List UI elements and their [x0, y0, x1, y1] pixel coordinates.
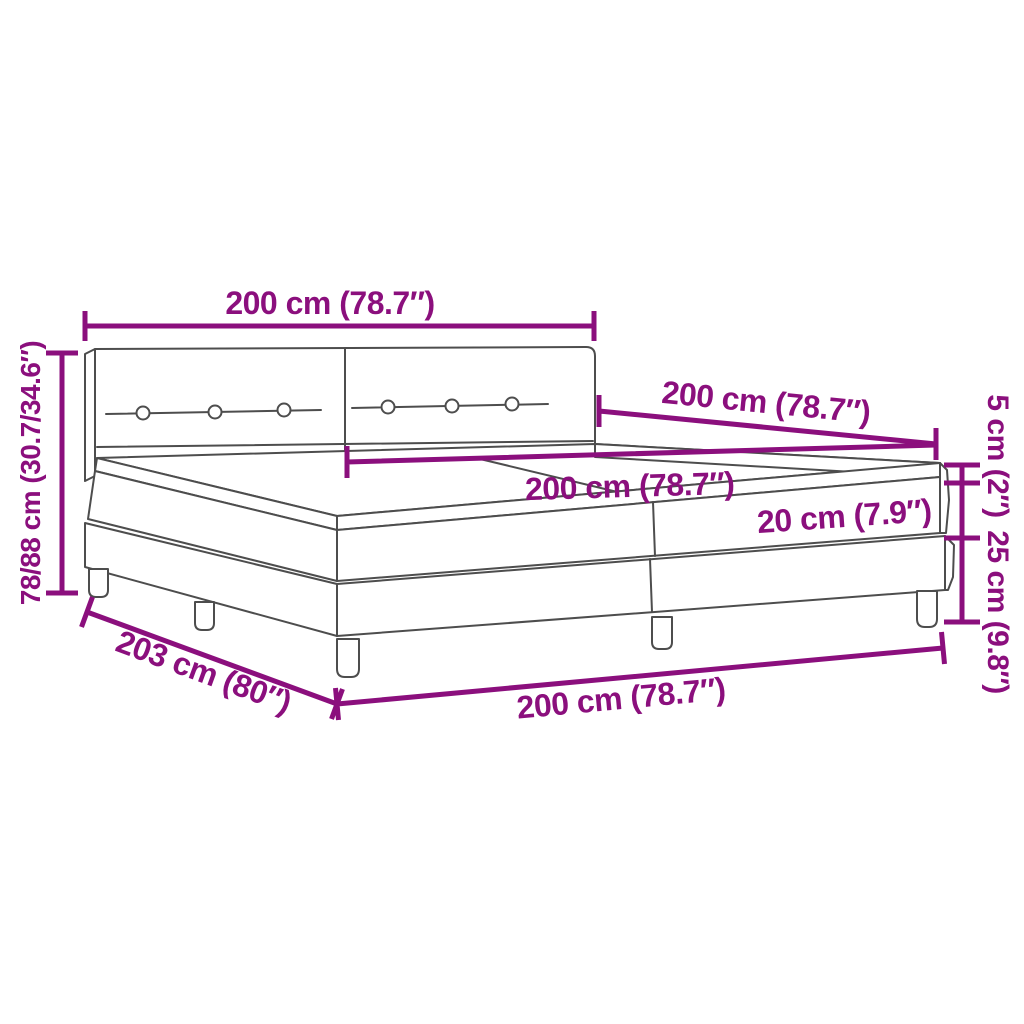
dimension-total-height: 78/88 cm (30.7/34.6″) [15, 341, 78, 605]
leg-front-left [336, 638, 360, 678]
mattress-front-split [652, 501, 656, 557]
button-icon [380, 399, 396, 415]
leg-front-middle [651, 616, 673, 650]
button-icon [135, 405, 151, 421]
button-icon [504, 396, 520, 412]
dimension-line [596, 395, 939, 460]
total-height-label: 78/88 cm (30.7/34.6″) [15, 341, 46, 605]
topper-height-label: 5 cm (2″) [981, 394, 1014, 517]
headboard-side-panel [84, 348, 96, 482]
dimension-height-scale: 5 cm (2″) 25 cm (9.8″) [944, 394, 1014, 694]
bed-legs [88, 568, 938, 678]
dimension-line [333, 631, 947, 721]
bed-drawing [84, 346, 955, 678]
base-height-label: 25 cm (9.8″) [981, 530, 1014, 693]
dimension-bed-width: 200 cm (78.7″) [333, 631, 947, 726]
leg-front-right [916, 590, 938, 628]
button-icon [207, 404, 223, 420]
dimension-line [46, 350, 78, 596]
button-icon [276, 402, 292, 418]
mattress-right-end [939, 462, 950, 534]
leg-back-left [88, 568, 109, 598]
dimension-headboard-width: 200 cm (78.7″) [82, 285, 597, 341]
dimension-line [82, 311, 597, 341]
dimension-line [944, 462, 980, 625]
mattress-width-label: 200 cm (78.7″) [525, 465, 735, 507]
dimension-line [344, 442, 937, 478]
base-right-end [944, 535, 955, 591]
headboard-width-label: 200 cm (78.7″) [225, 285, 434, 321]
button-icon [444, 398, 460, 414]
total-length-label: 203 cm (80″) [111, 623, 296, 720]
headboard-cushion-bottom-crease [96, 440, 594, 448]
dimension-mattress-width: 200 cm (78.7″) [344, 442, 937, 507]
leg-left-middle [194, 601, 215, 631]
base-front-split [649, 558, 653, 613]
headboard-buttons [135, 396, 520, 421]
